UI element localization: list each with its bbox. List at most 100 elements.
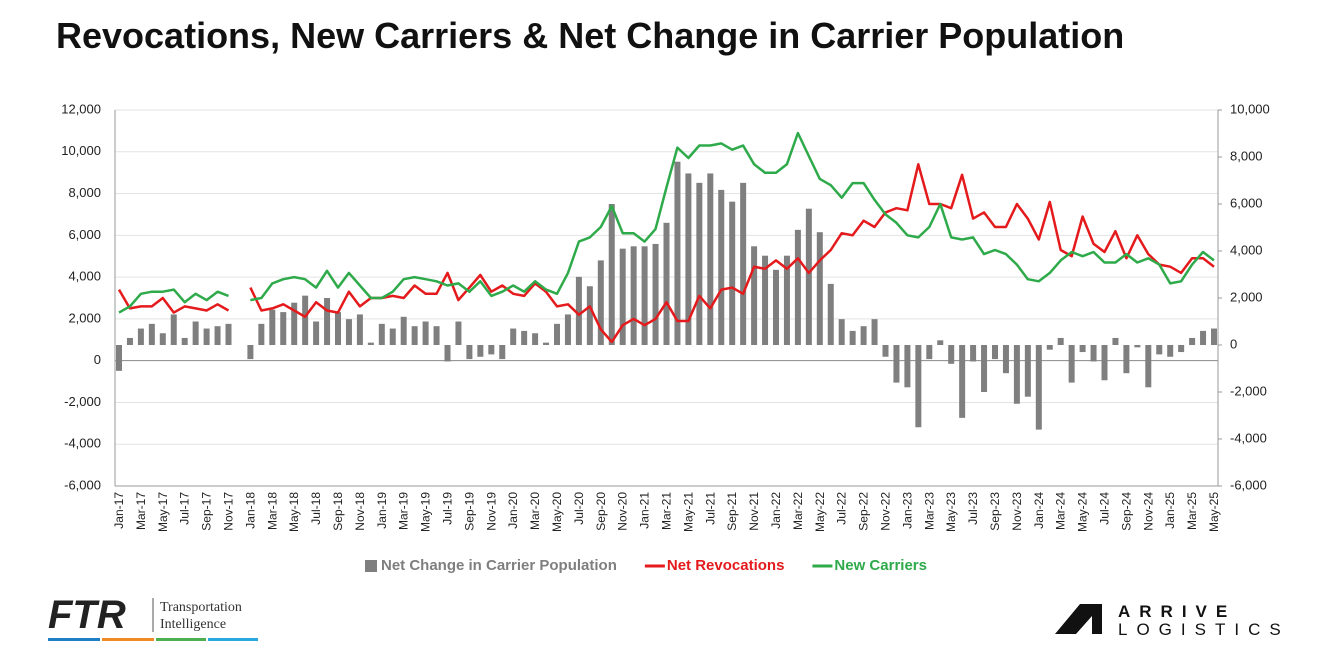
x-tick-label: Sep-17 <box>200 492 214 531</box>
bar <box>871 319 878 345</box>
bar <box>181 337 188 345</box>
x-tick-label: May-21 <box>681 492 695 532</box>
arrive-logo: ARRIVE LOGISTICS <box>1055 602 1281 639</box>
bar <box>1200 330 1207 345</box>
bar <box>378 323 385 345</box>
bar <box>992 345 998 360</box>
y2-tick-label: 8,000 <box>1230 148 1263 163</box>
bar <box>1101 345 1108 381</box>
x-tick-label: Sep-19 <box>462 492 476 531</box>
bar <box>805 208 812 345</box>
bar <box>762 255 769 345</box>
x-tick-label: Sep-18 <box>331 492 345 531</box>
legend-swatch <box>365 560 377 572</box>
bar <box>729 201 736 345</box>
bar <box>1024 345 1031 397</box>
bar <box>652 243 659 345</box>
x-tick-label: Nov-24 <box>1141 492 1155 531</box>
bar <box>159 333 166 345</box>
x-tick-label: May-25 <box>1207 492 1221 532</box>
x-tick-label: Nov-17 <box>222 492 236 531</box>
x-tick-label: May-22 <box>813 492 827 532</box>
bar <box>816 232 823 345</box>
bar <box>192 321 199 345</box>
y2-tick-label: 0 <box>1230 336 1237 351</box>
logo-text: FTR <box>48 593 126 637</box>
y-tick-label: 6,000 <box>68 227 101 242</box>
bar <box>575 276 582 345</box>
bar <box>433 326 440 345</box>
logo-stripe <box>156 638 206 641</box>
bar <box>674 161 681 345</box>
x-tick-label: Jan-24 <box>1032 492 1046 529</box>
bar <box>1046 345 1053 350</box>
y2-tick-label: 2,000 <box>1230 289 1263 304</box>
bar <box>1013 345 1020 404</box>
logo-mark <box>1055 604 1102 634</box>
x-tick-label: May-20 <box>550 492 564 532</box>
bar <box>981 345 988 392</box>
bar <box>948 345 955 364</box>
x-tick-label: Jul-22 <box>835 492 849 525</box>
bar <box>269 309 276 345</box>
legend-label: Net Revocations <box>667 557 785 574</box>
line <box>117 163 1215 344</box>
x-tick-label: Nov-22 <box>879 492 893 531</box>
bar <box>345 319 352 345</box>
bar <box>860 326 867 345</box>
bar <box>959 345 966 418</box>
bar <box>904 345 911 388</box>
x-tick-label: Jul-18 <box>309 492 323 525</box>
logo-stripe <box>102 638 154 641</box>
y-tick-label: 8,000 <box>68 185 101 200</box>
bar <box>444 345 451 362</box>
x-tick-label: Nov-23 <box>1010 492 1024 531</box>
x-tick-label: Jan-17 <box>112 492 126 529</box>
chart-title: Revocations, New Carriers & Net Change i… <box>56 15 1124 56</box>
y2-tick-label: 10,000 <box>1230 101 1270 116</box>
bar <box>258 323 265 345</box>
x-tick-label: Mar-17 <box>134 492 148 530</box>
bar <box>1156 345 1163 355</box>
y2-tick-label: 6,000 <box>1230 195 1263 210</box>
bar <box>280 312 287 345</box>
bar <box>718 189 725 345</box>
x-tick-label: Mar-23 <box>922 492 936 530</box>
logo-tagline: Transportation <box>160 600 242 615</box>
bar <box>367 342 374 345</box>
x-tick-label: Jul-24 <box>1098 492 1112 525</box>
bar <box>838 319 845 345</box>
bar <box>586 286 593 345</box>
bar <box>608 204 615 345</box>
x-tick-label: Nov-19 <box>484 492 498 531</box>
bar <box>794 229 801 345</box>
x-tick-label: Nov-20 <box>616 492 630 531</box>
bar <box>225 323 232 345</box>
bar <box>554 323 560 345</box>
bar <box>137 328 144 345</box>
bar <box>302 295 309 345</box>
bar <box>1002 345 1009 374</box>
x-tick-label: Jan-21 <box>638 492 652 529</box>
bar <box>707 173 714 345</box>
bar <box>422 321 429 345</box>
bar <box>926 345 933 360</box>
x-tick-label: May-23 <box>944 492 958 532</box>
x-tick-label: Mar-21 <box>660 492 674 530</box>
x-tick-label: Nov-18 <box>353 492 367 531</box>
legend-label: New Carriers <box>834 557 927 574</box>
x-tick-label: Jan-25 <box>1163 492 1177 529</box>
bar <box>477 345 484 357</box>
x-tick-label: Mar-24 <box>1054 492 1068 530</box>
bar <box>970 345 977 362</box>
y2-tick-label: -4,000 <box>1230 430 1267 445</box>
x-tick-label: Sep-21 <box>725 492 739 531</box>
x-tick-label: Jan-19 <box>375 492 389 529</box>
bar <box>619 248 626 345</box>
bar <box>389 328 396 345</box>
y-tick-label: 12,000 <box>61 101 101 116</box>
x-tick-label: Mar-25 <box>1185 492 1199 530</box>
x-tick-label: Nov-21 <box>747 492 761 531</box>
bar <box>116 345 122 371</box>
bar <box>214 326 221 345</box>
